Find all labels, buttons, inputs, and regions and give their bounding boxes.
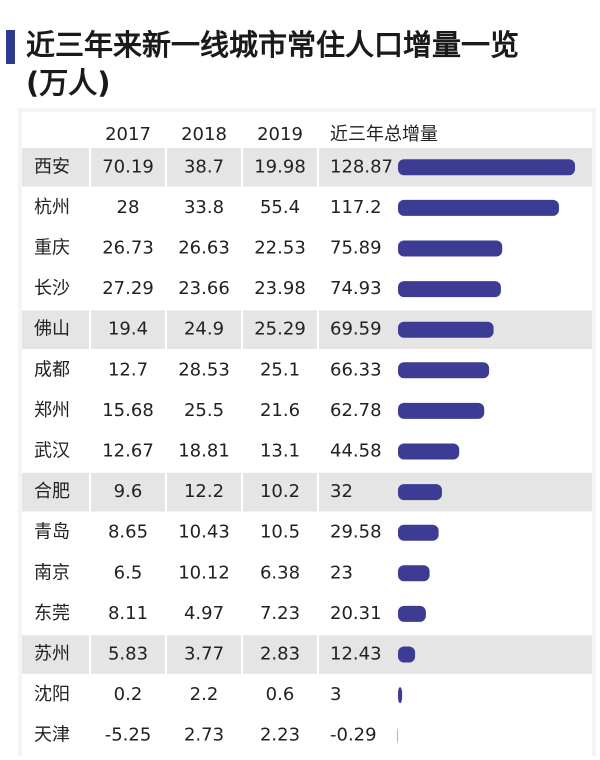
column-header: 2018 <box>181 124 227 145</box>
year-value: 55.4 <box>260 197 300 218</box>
total-bar <box>398 241 502 257</box>
year-value: 26.63 <box>178 238 230 259</box>
year-value: 70.19 <box>102 156 154 177</box>
year-value: 23.98 <box>254 278 306 299</box>
city-name: 杭州 <box>34 197 70 218</box>
year-value: 10.12 <box>178 562 230 583</box>
total-bar <box>398 159 575 175</box>
city-name: 东莞 <box>34 603 70 624</box>
year-value: 26.73 <box>102 238 154 259</box>
total-value: 62.78 <box>330 400 382 421</box>
year-value: 9.6 <box>114 481 143 502</box>
year-value: 6.5 <box>114 562 143 583</box>
total-value: 74.93 <box>330 278 382 299</box>
year-value: 5.83 <box>108 644 148 665</box>
year-value: 23.66 <box>178 278 230 299</box>
year-value: 2.83 <box>260 644 300 665</box>
total-value: 23 <box>330 562 353 583</box>
total-bar <box>398 525 439 541</box>
total-bar <box>398 403 484 419</box>
total-value: 20.31 <box>330 603 382 624</box>
year-value: 28.53 <box>178 359 230 380</box>
year-value: 25.29 <box>254 319 306 340</box>
column-header: 2019 <box>257 124 303 145</box>
total-value: 128.87 <box>330 156 393 177</box>
total-bar <box>398 281 501 297</box>
total-bar <box>398 647 415 663</box>
year-value: 3.77 <box>184 644 224 665</box>
year-value: 12.7 <box>108 359 148 380</box>
city-name: 沈阳 <box>34 684 70 705</box>
year-value: 27.29 <box>102 278 154 299</box>
total-value: 75.89 <box>330 238 382 259</box>
total-value: -0.29 <box>330 725 377 746</box>
chart-title: 近三年来新一线城市常住人口增量一览(万人) <box>26 28 519 100</box>
title-accent <box>6 30 15 64</box>
city-name: 成都 <box>34 359 70 380</box>
year-value: 25.1 <box>260 359 300 380</box>
year-value: 24.9 <box>184 319 224 340</box>
year-value: 28 <box>117 197 140 218</box>
year-value: 38.7 <box>184 156 224 177</box>
year-value: 19.98 <box>254 156 306 177</box>
year-value: 10.2 <box>260 481 300 502</box>
year-value: 2.2 <box>190 684 219 705</box>
year-value: 2.23 <box>260 725 300 746</box>
city-name: 佛山 <box>34 319 70 340</box>
year-value: 12.2 <box>184 481 224 502</box>
total-value: 32 <box>330 481 353 502</box>
column-header: 2017 <box>105 124 151 145</box>
city-name: 合肥 <box>34 481 70 502</box>
year-value: 8.11 <box>108 603 148 624</box>
row-highlight <box>22 473 592 512</box>
year-value: 0.2 <box>114 684 143 705</box>
total-value: 3 <box>330 684 341 705</box>
city-name: 苏州 <box>34 644 70 665</box>
year-value: 19.4 <box>108 319 148 340</box>
city-name: 天津 <box>34 725 70 746</box>
total-bar <box>398 484 442 500</box>
city-name: 青岛 <box>34 522 70 543</box>
year-value: 2.73 <box>184 725 224 746</box>
total-bar <box>398 362 489 378</box>
total-bar <box>398 606 426 622</box>
year-value: 6.38 <box>260 562 300 583</box>
year-value: -5.25 <box>105 725 152 746</box>
total-value: 66.33 <box>330 359 382 380</box>
year-value: 25.5 <box>184 400 224 421</box>
city-name: 长沙 <box>34 278 70 299</box>
total-value: 44.58 <box>330 441 382 462</box>
total-bar <box>398 444 459 460</box>
city-name: 南京 <box>34 562 70 583</box>
year-value: 13.1 <box>260 441 300 462</box>
total-bar <box>398 687 402 703</box>
city-name: 郑州 <box>34 400 70 421</box>
year-value: 22.53 <box>254 238 306 259</box>
year-value: 15.68 <box>102 400 154 421</box>
year-value: 10.43 <box>178 522 230 543</box>
year-value: 4.97 <box>184 603 224 624</box>
year-value: 10.5 <box>260 522 300 543</box>
year-value: 12.67 <box>102 441 154 462</box>
year-value: 0.6 <box>266 684 295 705</box>
year-value: 21.6 <box>260 400 300 421</box>
total-value: 12.43 <box>330 644 382 665</box>
total-value: 117.2 <box>330 197 382 218</box>
city-name: 武汉 <box>34 441 70 462</box>
total-value: 69.59 <box>330 319 382 340</box>
year-value: 8.65 <box>108 522 148 543</box>
year-value: 7.23 <box>260 603 300 624</box>
total-bar <box>398 565 430 581</box>
total-value: 29.58 <box>330 522 382 543</box>
year-value: 18.81 <box>178 441 230 462</box>
total-bar <box>398 322 494 338</box>
year-value: 33.8 <box>184 197 224 218</box>
total-bar <box>398 200 559 216</box>
city-name: 重庆 <box>34 238 70 259</box>
column-header: 近三年总增量 <box>330 124 438 145</box>
city-name: 西安 <box>34 156 70 177</box>
